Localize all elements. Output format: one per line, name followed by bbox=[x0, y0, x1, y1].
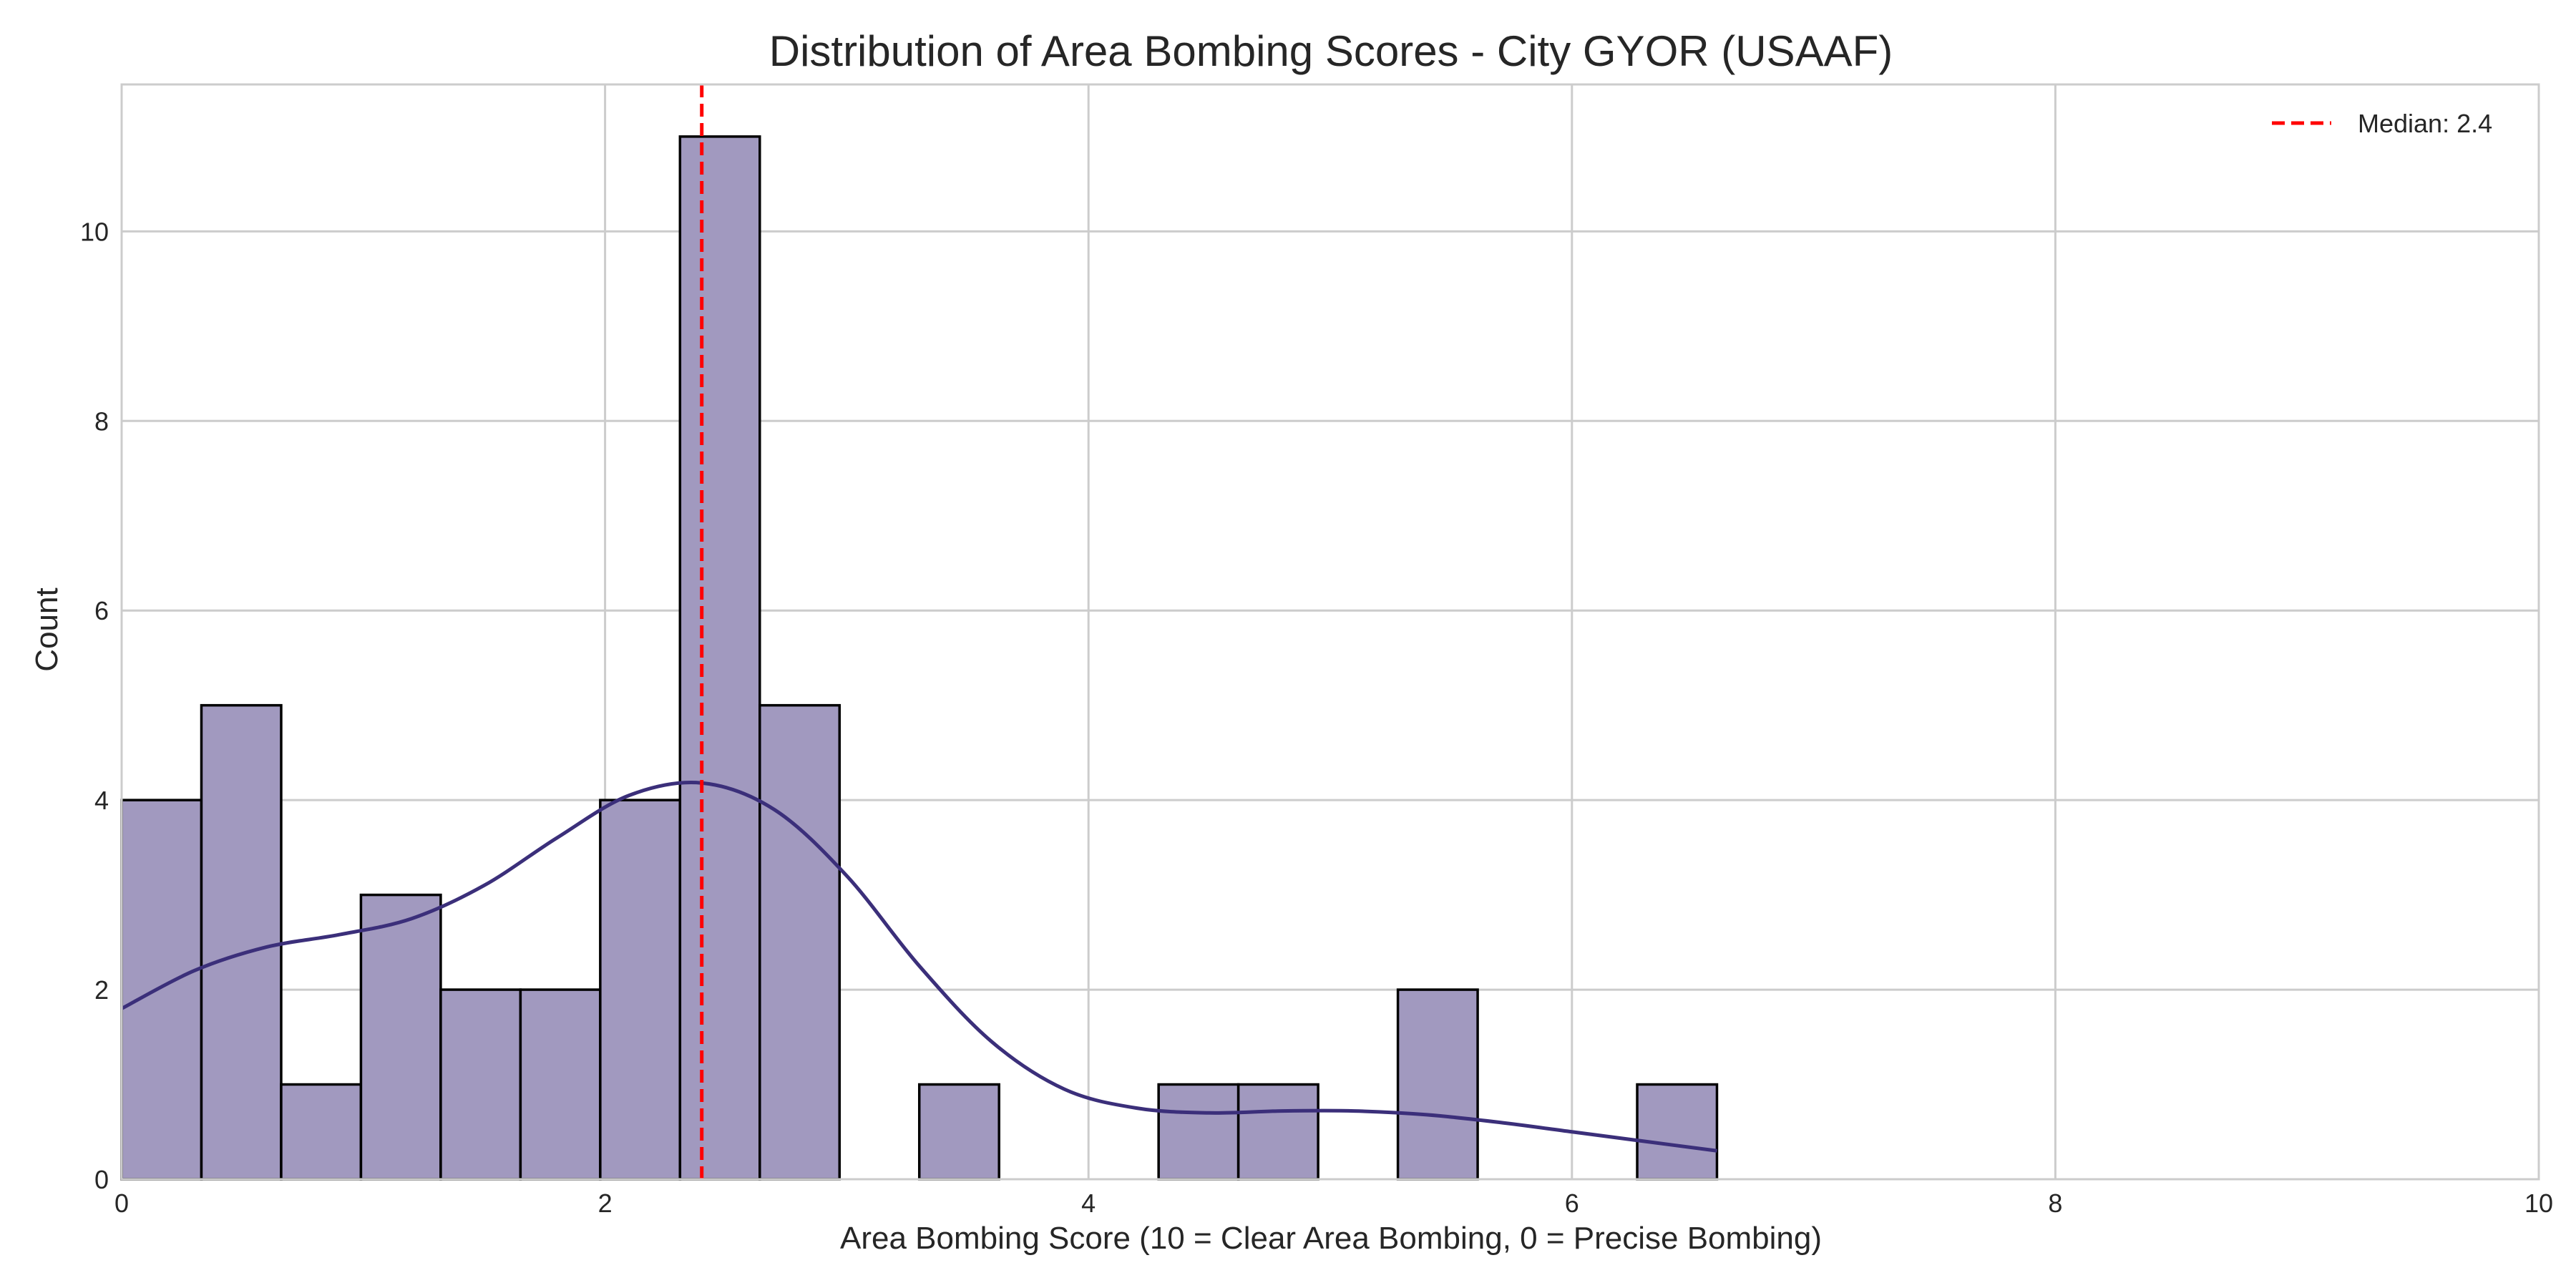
histogram-bar bbox=[1636, 1083, 1719, 1181]
y-tick-label: 4 bbox=[94, 786, 109, 815]
legend-median-label: Median: 2.4 bbox=[2358, 109, 2492, 138]
x-tick-label: 0 bbox=[114, 1189, 129, 1218]
histogram-bar bbox=[519, 988, 602, 1181]
y-tick-label: 0 bbox=[94, 1165, 109, 1194]
histogram-bar bbox=[359, 893, 442, 1181]
kde-curve bbox=[120, 781, 1717, 1153]
histogram-bar bbox=[917, 1083, 1000, 1181]
histogram-bar bbox=[1396, 988, 1479, 1181]
histogram-bar bbox=[200, 703, 283, 1181]
histogram-bar bbox=[1157, 1083, 1240, 1181]
histogram-bar bbox=[678, 135, 761, 1181]
x-tick-label: 10 bbox=[2524, 1189, 2553, 1218]
ticks-layer: 0 2 4 6 8 10 0 2 4 6 8 10 bbox=[80, 217, 2553, 1218]
y-tick-label: 2 bbox=[94, 975, 109, 1005]
histogram-bar bbox=[280, 1083, 363, 1181]
chart-title: Distribution of Area Bombing Scores - Ci… bbox=[769, 27, 1893, 75]
histogram-bar bbox=[439, 988, 522, 1181]
y-tick-label: 8 bbox=[94, 406, 109, 436]
histogram-bar bbox=[120, 799, 203, 1181]
x-axis-label: Area Bombing Score (10 = Clear Area Bomb… bbox=[840, 1221, 1822, 1256]
y-tick-label: 10 bbox=[80, 217, 109, 246]
y-tick-label: 6 bbox=[94, 596, 109, 625]
histogram-bar bbox=[758, 703, 841, 1181]
y-axis-label: Count bbox=[29, 587, 64, 671]
x-tick-label: 4 bbox=[1081, 1189, 1096, 1218]
x-tick-label: 6 bbox=[1565, 1189, 1579, 1218]
kde-layer bbox=[120, 781, 1717, 1153]
plot-frame bbox=[120, 83, 2540, 1181]
legend: Median: 2.4 bbox=[2272, 109, 2492, 138]
histogram-bar bbox=[599, 799, 682, 1181]
histogram-bar bbox=[1236, 1083, 1319, 1181]
x-tick-label: 8 bbox=[2048, 1189, 2062, 1218]
x-tick-label: 2 bbox=[598, 1189, 613, 1218]
